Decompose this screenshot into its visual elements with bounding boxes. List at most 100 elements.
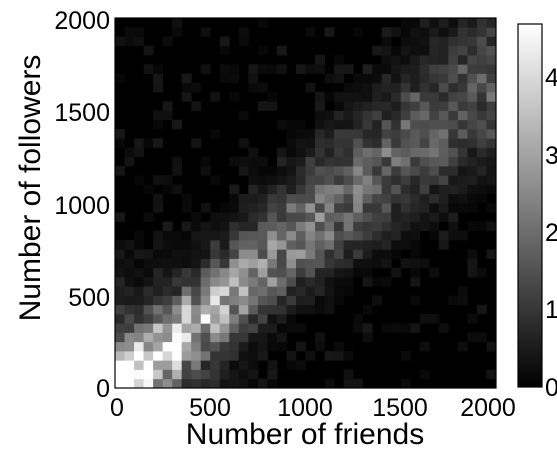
heatmap-cell — [457, 203, 468, 213]
heatmap-cell — [419, 175, 430, 185]
heatmap-cell — [324, 193, 335, 204]
heatmap-cell — [353, 314, 364, 324]
heatmap-cell — [200, 360, 211, 370]
heatmap-cell — [124, 360, 135, 370]
heatmap-cell — [238, 267, 249, 278]
heatmap-cell — [381, 277, 392, 287]
heatmap-cell — [410, 203, 421, 213]
heatmap-cell — [219, 323, 230, 333]
heatmap-cell — [381, 212, 392, 222]
heatmap-cell — [238, 36, 249, 47]
heatmap-cell — [362, 73, 373, 84]
heatmap-cell — [448, 55, 459, 65]
heatmap-cell — [295, 249, 306, 259]
heatmap-cell — [467, 101, 478, 111]
heatmap-cell — [362, 304, 373, 315]
heatmap-cell — [457, 286, 468, 296]
heatmap-cell — [134, 351, 144, 361]
heatmap-cell — [391, 212, 402, 222]
heatmap-cell — [457, 92, 468, 102]
heatmap-cell — [438, 230, 449, 241]
heatmap-cell — [219, 277, 230, 287]
heatmap-cell — [410, 129, 421, 139]
heatmap-cell — [410, 221, 421, 232]
heatmap-cell — [172, 323, 183, 333]
heatmap-cell — [219, 212, 230, 222]
heatmap-cell — [486, 184, 497, 195]
heatmap-cell — [257, 184, 268, 195]
heatmap-cell — [219, 221, 230, 232]
heatmap-cell — [381, 323, 392, 333]
heatmap-cell — [181, 341, 192, 352]
heatmap-cell — [448, 101, 459, 111]
heatmap-cell — [229, 203, 240, 213]
heatmap-cell — [134, 258, 144, 269]
heatmap-cell — [457, 166, 468, 176]
heatmap-cell — [467, 193, 478, 204]
heatmap-cell — [467, 249, 478, 259]
heatmap-cell — [295, 138, 306, 148]
heatmap-cell — [419, 36, 430, 47]
heatmap-cell — [248, 156, 259, 167]
heatmap-cell — [343, 110, 354, 121]
heatmap-cell — [353, 267, 364, 278]
heatmap-cell — [372, 119, 383, 130]
heatmap-cell — [248, 147, 259, 158]
heatmap-cell — [400, 36, 411, 47]
heatmap-cell — [172, 351, 183, 361]
heatmap-cell — [229, 295, 240, 306]
heatmap-cell — [467, 147, 478, 158]
heatmap-cell — [343, 230, 354, 241]
heatmap-cell — [124, 277, 135, 287]
heatmap-cell — [276, 286, 287, 296]
heatmap-cell — [305, 267, 316, 278]
heatmap-cell — [257, 314, 268, 324]
heatmap-cell — [219, 351, 230, 361]
heatmap-cell — [229, 92, 240, 102]
heatmap-cell — [257, 212, 268, 222]
heatmap-cell — [353, 166, 364, 176]
heatmap-cell — [267, 212, 278, 222]
heatmap-cell — [248, 351, 259, 361]
heatmap-cell — [343, 92, 354, 102]
heatmap-cell — [172, 295, 183, 306]
heatmap-cell — [115, 138, 125, 148]
heatmap-cell — [295, 258, 306, 269]
heatmap-cell — [162, 175, 173, 185]
heatmap-cell — [410, 166, 421, 176]
heatmap-cell — [467, 92, 478, 102]
heatmap-cell — [315, 212, 325, 222]
heatmap-cell — [315, 110, 325, 121]
heatmap-cell — [200, 277, 211, 287]
heatmap-cell — [486, 110, 497, 121]
heatmap-cell — [381, 175, 392, 185]
heatmap-cell — [238, 351, 249, 361]
heatmap-cell — [457, 175, 468, 185]
heatmap-cell — [419, 221, 430, 232]
heatmap-cell — [286, 193, 297, 204]
heatmap-cell — [353, 82, 364, 93]
heatmap-cell — [381, 27, 392, 37]
heatmap-cell — [276, 166, 287, 176]
heatmap-cell — [238, 240, 249, 250]
heatmap-cell — [400, 27, 411, 37]
heatmap-cell — [124, 332, 135, 343]
heatmap-cell — [238, 166, 249, 176]
heatmap-cell — [124, 240, 135, 250]
heatmap-cell — [486, 221, 497, 232]
heatmap-cell — [200, 267, 211, 278]
heatmap-cell — [315, 55, 325, 65]
heatmap-cell — [238, 156, 249, 167]
heatmap-cell — [400, 203, 411, 213]
heatmap-cell — [476, 193, 487, 204]
heatmap-cell — [200, 64, 211, 74]
heatmap-cell — [400, 64, 411, 74]
heatmap-cell — [181, 240, 192, 250]
heatmap-cell — [391, 92, 402, 102]
heatmap-cell — [438, 156, 449, 167]
heatmap-cell — [334, 184, 345, 195]
colorbar-tick-label: 3 — [545, 142, 557, 170]
heatmap-cell — [362, 193, 373, 204]
heatmap-cell — [191, 332, 202, 343]
heatmap-cell — [295, 193, 306, 204]
